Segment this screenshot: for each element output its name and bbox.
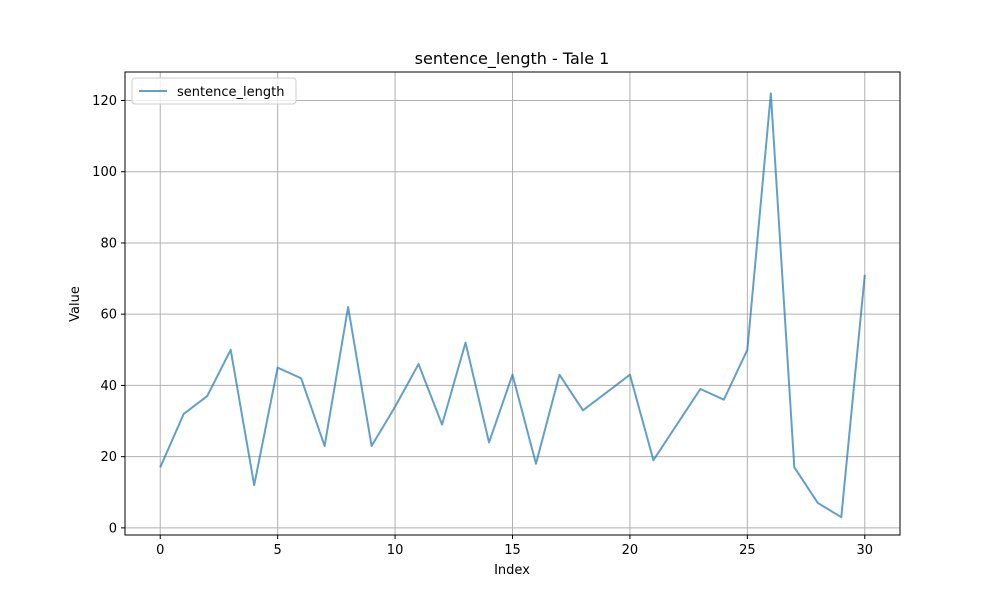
legend: sentence_length bbox=[131, 77, 297, 105]
x-tick-label: 15 bbox=[504, 543, 521, 558]
y-axis-label: Value bbox=[68, 286, 83, 322]
series-line-sentence-length bbox=[159, 92, 866, 519]
y-tick-label: 40 bbox=[100, 379, 117, 394]
x-tick-label: 0 bbox=[156, 543, 164, 558]
y-tick-label: 0 bbox=[109, 521, 117, 536]
x-axis-label: Index bbox=[494, 563, 530, 578]
legend-box bbox=[131, 77, 297, 105]
y-tick-label: 80 bbox=[100, 236, 117, 251]
x-tick-label: 10 bbox=[387, 543, 404, 558]
x-tick-label: 5 bbox=[274, 543, 282, 558]
y-tick-label: 100 bbox=[92, 165, 117, 180]
x-axis-ticks: 0 5 10 15 20 25 30 bbox=[156, 535, 873, 558]
y-tick-label: 20 bbox=[100, 450, 117, 465]
x-tick-label: 30 bbox=[856, 543, 873, 558]
legend-label-sentence-length: sentence_length bbox=[177, 85, 284, 100]
y-axis-ticks: 0 20 40 60 80 100 120 bbox=[92, 94, 125, 536]
series-layer bbox=[159, 92, 866, 519]
x-tick-label: 20 bbox=[622, 543, 639, 558]
y-tick-label: 60 bbox=[100, 308, 117, 323]
chart-title: sentence_length - Tale 1 bbox=[415, 49, 610, 69]
x-tick-label: 25 bbox=[739, 543, 756, 558]
y-tick-label: 120 bbox=[92, 94, 117, 109]
grid-lines bbox=[125, 72, 900, 535]
